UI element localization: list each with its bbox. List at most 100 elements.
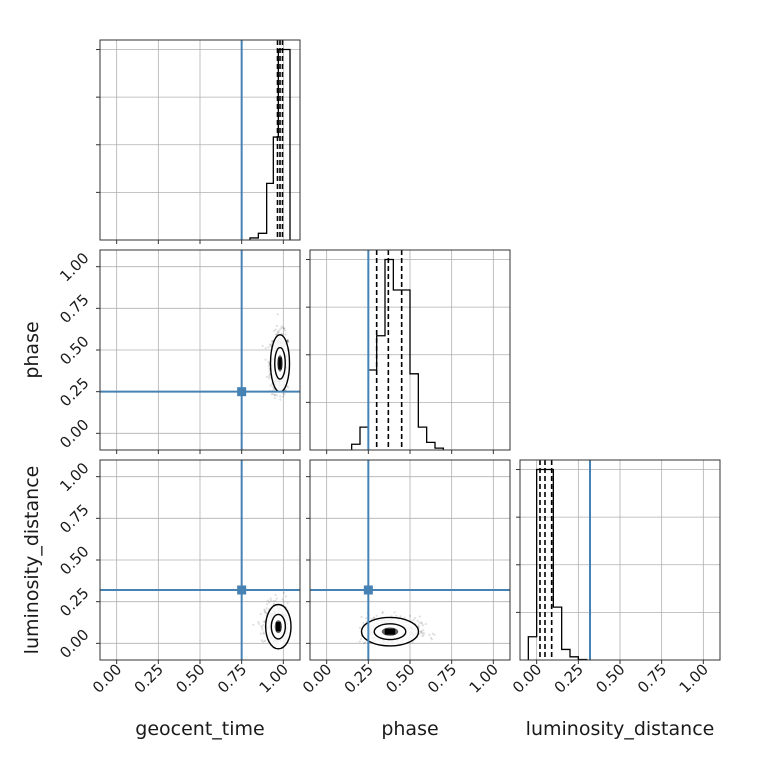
sample-point bbox=[271, 340, 274, 343]
sample-point bbox=[264, 358, 267, 361]
x-tick-label: 0.50 bbox=[172, 660, 208, 696]
sample-point bbox=[270, 340, 274, 343]
sample-point bbox=[428, 633, 431, 636]
sample-point bbox=[277, 330, 280, 333]
sample-point bbox=[260, 625, 263, 628]
x-tick-label: 0.00 bbox=[299, 660, 335, 696]
sample-point bbox=[266, 599, 269, 602]
sample-point bbox=[266, 603, 269, 606]
x-tick-label: 1.00 bbox=[676, 660, 712, 696]
sample-point bbox=[270, 343, 273, 346]
sample-point bbox=[286, 339, 289, 342]
x-tick-label: 0.75 bbox=[634, 660, 670, 696]
sample-point bbox=[273, 329, 276, 332]
sample-point bbox=[269, 597, 272, 600]
sample-point bbox=[268, 374, 271, 378]
sample-point bbox=[263, 610, 267, 614]
sample-point bbox=[272, 393, 275, 396]
sample-point bbox=[257, 622, 261, 626]
sample-point bbox=[265, 607, 268, 610]
sample-point bbox=[424, 622, 427, 626]
sample-point bbox=[275, 324, 278, 327]
sample-point bbox=[422, 632, 426, 635]
sample-point bbox=[262, 640, 265, 643]
sample-point bbox=[280, 327, 283, 330]
x-axis-label-geocent_time: geocent_time bbox=[135, 718, 264, 740]
density-peak bbox=[276, 622, 281, 632]
sample-point bbox=[430, 638, 434, 641]
sample-point bbox=[433, 633, 436, 636]
truth-marker bbox=[237, 387, 247, 397]
sample-point bbox=[259, 632, 262, 635]
sample-point bbox=[276, 313, 279, 316]
sample-point bbox=[273, 396, 276, 400]
sample-point bbox=[275, 597, 278, 600]
sample-point bbox=[413, 616, 416, 620]
sample-point bbox=[267, 360, 270, 364]
sample-point bbox=[278, 328, 281, 331]
sample-point bbox=[420, 630, 423, 633]
x-tick-label: 0.50 bbox=[382, 660, 418, 696]
sample-point bbox=[286, 338, 290, 342]
panel-geocent_time-hist bbox=[100, 40, 300, 240]
x-tick-label: 0.50 bbox=[592, 660, 628, 696]
x-tick-label: 0.00 bbox=[89, 660, 125, 696]
sample-point bbox=[283, 393, 286, 396]
sample-point bbox=[418, 621, 421, 624]
panel-phase-vs-luminosity_distance bbox=[310, 460, 510, 660]
sample-point bbox=[265, 375, 268, 378]
sample-point bbox=[268, 343, 271, 346]
sample-point bbox=[358, 626, 361, 629]
sample-point bbox=[267, 377, 271, 380]
histogram-step bbox=[351, 258, 444, 450]
sample-point bbox=[281, 326, 285, 329]
sample-point bbox=[262, 631, 265, 634]
sample-point bbox=[421, 624, 425, 627]
sample-point bbox=[279, 398, 282, 401]
x-tick-label: 1.00 bbox=[256, 660, 292, 696]
sample-point bbox=[269, 599, 273, 602]
sample-point bbox=[365, 617, 368, 620]
sample-point bbox=[420, 621, 423, 624]
sample-point bbox=[282, 392, 285, 395]
x-tick-label: 1.00 bbox=[466, 660, 502, 696]
panel-geocent_time-vs-phase bbox=[100, 250, 300, 450]
sample-point bbox=[260, 626, 263, 629]
sample-point bbox=[274, 599, 277, 603]
sample-point bbox=[279, 395, 282, 398]
y-axis-label-phase: phase bbox=[21, 321, 43, 378]
sample-point bbox=[399, 615, 402, 618]
sample-point bbox=[276, 330, 279, 333]
y-tick-label: 0.75 bbox=[56, 291, 92, 327]
x-tick-label: 0.75 bbox=[214, 660, 250, 696]
sample-point bbox=[417, 624, 420, 627]
sample-point bbox=[419, 630, 423, 633]
sample-point bbox=[267, 365, 270, 368]
sample-point bbox=[261, 628, 264, 631]
sample-point bbox=[262, 624, 265, 627]
sample-point bbox=[420, 631, 423, 634]
sample-point bbox=[274, 328, 277, 331]
sample-point bbox=[421, 632, 424, 635]
sample-point bbox=[280, 325, 283, 328]
sample-point bbox=[375, 614, 378, 617]
sample-point bbox=[370, 617, 373, 621]
sample-point bbox=[284, 595, 288, 598]
x-tick-label: 0.25 bbox=[551, 660, 587, 696]
sample-point bbox=[381, 611, 384, 615]
y-tick-label: 1.00 bbox=[56, 249, 92, 285]
sample-point bbox=[263, 639, 267, 642]
sample-point bbox=[431, 632, 434, 635]
x-axis-label-luminosity_distance: luminosity_distance bbox=[526, 718, 715, 740]
sample-point bbox=[372, 616, 375, 619]
sample-point bbox=[422, 633, 425, 636]
sample-point bbox=[281, 395, 285, 398]
sample-point bbox=[393, 611, 396, 614]
sample-point bbox=[259, 612, 262, 616]
panel-phase-hist bbox=[310, 250, 510, 450]
sample-point bbox=[429, 636, 433, 639]
sample-point bbox=[395, 614, 398, 617]
sample-point bbox=[420, 622, 423, 625]
sample-point bbox=[422, 629, 425, 632]
